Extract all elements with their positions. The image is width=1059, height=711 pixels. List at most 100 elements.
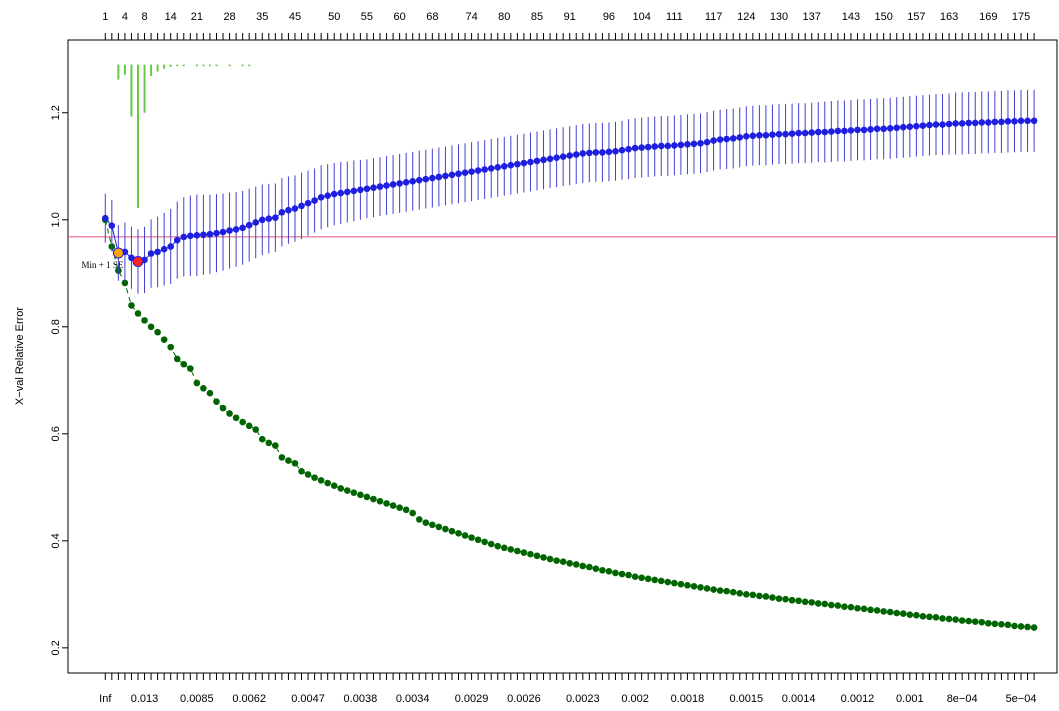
point [873,607,881,614]
point [834,602,842,609]
point [389,502,397,509]
point [710,586,717,593]
point [239,418,246,426]
top-tick-label: 68 [426,11,438,23]
point [285,206,292,214]
top-tick-label: 157 [907,11,925,23]
point [690,583,698,590]
point [926,613,933,621]
point [429,521,436,529]
point [965,119,972,127]
bottom-tick-label: 0.0015 [729,693,763,705]
point [435,173,443,181]
point [344,188,351,196]
point [847,127,855,134]
bottom-tick-label: 5e−04 [1006,693,1037,705]
point [167,343,174,351]
point [775,130,783,138]
point [631,573,639,580]
point [147,250,155,257]
point [187,232,194,240]
point [160,245,168,253]
point [193,232,201,239]
point [546,155,554,163]
point [821,128,829,136]
point [154,328,161,336]
point [605,568,613,575]
point [363,185,371,193]
point [697,584,704,591]
point [841,127,848,135]
point [919,122,927,129]
y-tick-label: 0.4 [50,533,62,548]
point [363,493,371,501]
point [566,152,573,159]
point [540,156,547,164]
top-tick-label: 28 [223,11,235,23]
point [455,170,462,178]
y-axis-label: X−val Relative Error [14,307,26,405]
point [448,171,456,179]
point [847,603,855,611]
point [245,221,253,229]
point [442,172,449,180]
point [180,360,188,368]
point [880,608,887,615]
point [762,131,770,139]
point [559,153,567,160]
point [893,124,901,132]
y-tick-label: 1.2 [50,105,62,120]
point [788,596,796,604]
top-tick-label: 21 [191,11,203,23]
point [612,147,619,155]
top-tick-label: 8 [141,11,147,23]
point [435,523,443,531]
point [402,179,410,186]
point [553,154,560,162]
point [906,123,914,130]
bottom-tick-label: Inf [99,693,112,705]
point [330,190,338,198]
point [527,550,534,558]
bottom-tick-label: 0.001 [896,693,924,705]
point [991,118,999,126]
y-tick-label: 0.2 [50,640,62,655]
point [409,177,417,185]
point [913,611,920,619]
point [239,224,246,232]
point [278,208,286,216]
point [311,197,318,204]
point [985,619,992,627]
point [782,130,789,138]
point [324,479,331,487]
point [448,527,456,535]
point [383,500,390,507]
point [860,605,868,613]
point [337,189,345,197]
point [926,121,933,129]
point [899,610,907,617]
point [298,202,305,210]
plot-frame [67,39,1058,674]
point [828,128,835,135]
point [867,126,874,133]
point [507,161,515,169]
point [592,149,600,156]
highlight-point [112,247,124,259]
point [723,135,730,143]
point [860,126,868,134]
point [991,620,999,628]
point [160,336,168,343]
point [232,414,240,422]
point [572,561,580,568]
point [814,128,822,136]
point [599,149,606,156]
point [756,131,763,139]
top-tick-label: 4 [122,11,128,23]
point [173,236,181,244]
point [618,146,626,154]
point [278,454,286,461]
point [952,120,959,127]
